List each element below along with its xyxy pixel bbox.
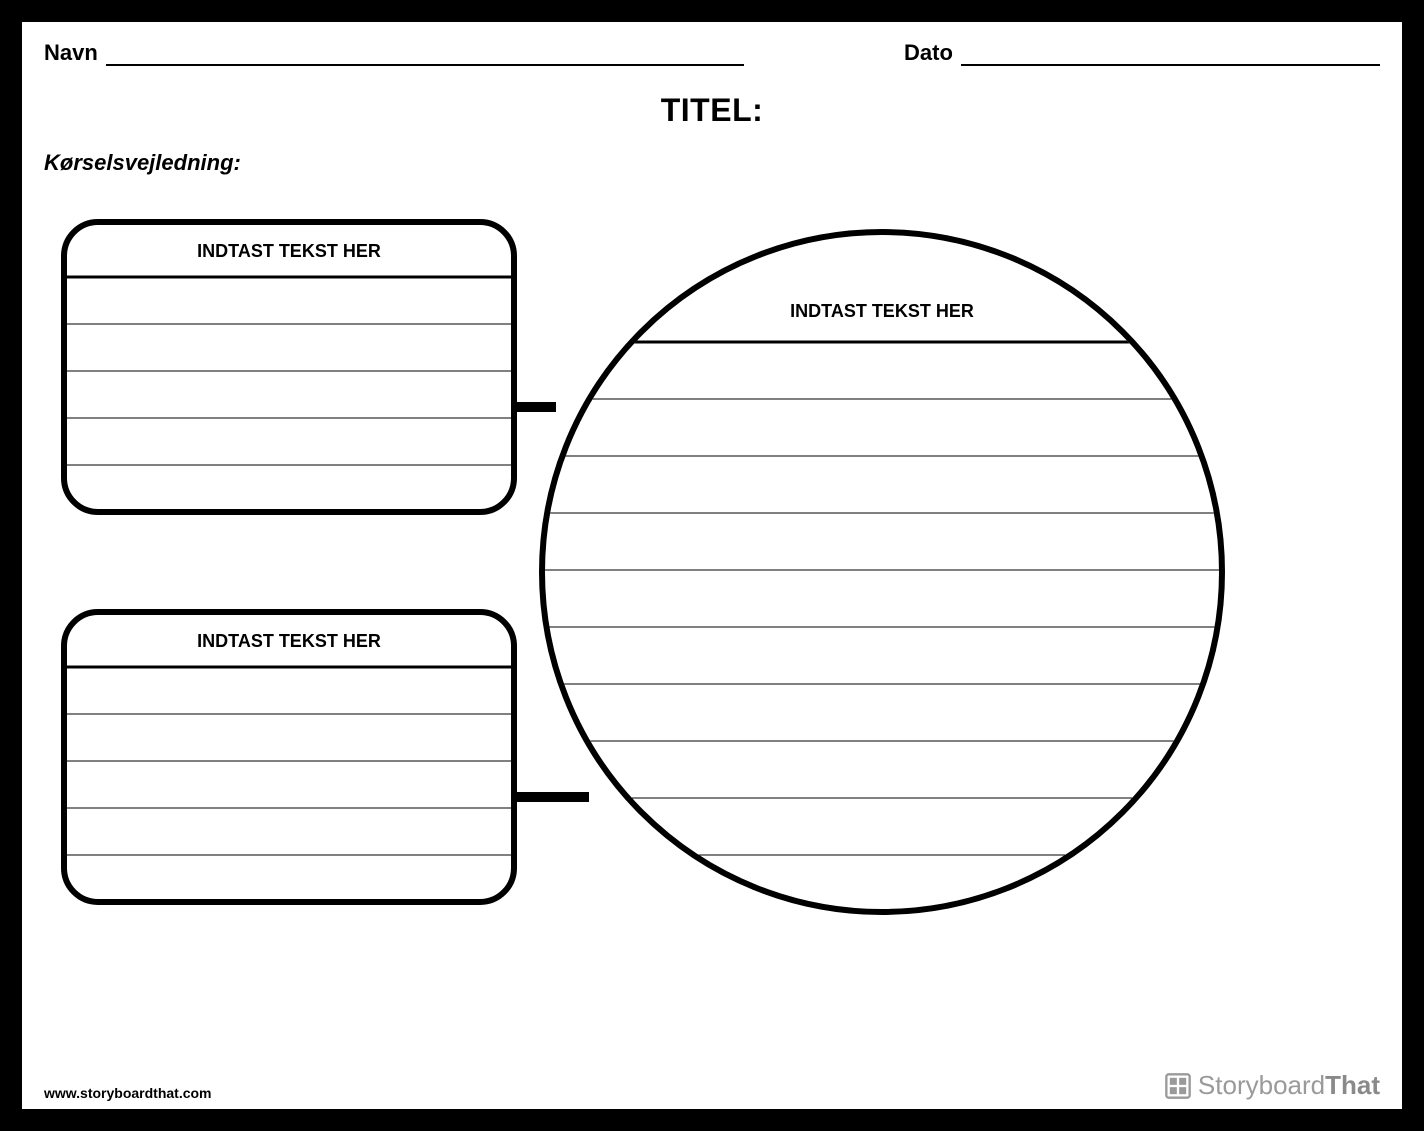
name-field-group: Navn xyxy=(44,40,744,66)
box1-heading: INDTAST TEKST HER xyxy=(197,241,381,261)
footer-url: www.storyboardthat.com xyxy=(44,1085,212,1101)
organizer-circle[interactable]: INDTAST TEKST HER xyxy=(542,232,1222,912)
organizer-box-2[interactable]: INDTAST TEKST HER xyxy=(64,612,514,902)
date-label: Dato xyxy=(904,40,953,66)
page-title: TITEL: xyxy=(22,92,1402,129)
organizer-box-1[interactable]: INDTAST TEKST HER xyxy=(64,222,514,512)
organizer-svg: INDTAST TEKST HER INDTAST TEKST HER xyxy=(44,202,1380,1049)
storyboard-icon xyxy=(1164,1072,1192,1100)
worksheet-page: Navn Dato TITEL: Kørselsvejledning: INDT… xyxy=(22,22,1402,1109)
footer-logo: StoryboardThat xyxy=(1164,1070,1380,1101)
box2-heading: INDTAST TEKST HER xyxy=(197,631,381,651)
name-input-line[interactable] xyxy=(106,42,744,66)
logo-text-1: Storyboard xyxy=(1198,1070,1325,1100)
name-label: Navn xyxy=(44,40,98,66)
date-field-group: Dato xyxy=(904,40,1380,66)
date-input-line[interactable] xyxy=(961,42,1380,66)
graphic-organizer: INDTAST TEKST HER INDTAST TEKST HER xyxy=(44,202,1380,1049)
header-row: Navn Dato xyxy=(44,40,1380,66)
directions-label: Kørselsvejledning: xyxy=(44,150,241,176)
circle-heading: INDTAST TEKST HER xyxy=(790,301,974,321)
logo-text-2: That xyxy=(1325,1070,1380,1100)
